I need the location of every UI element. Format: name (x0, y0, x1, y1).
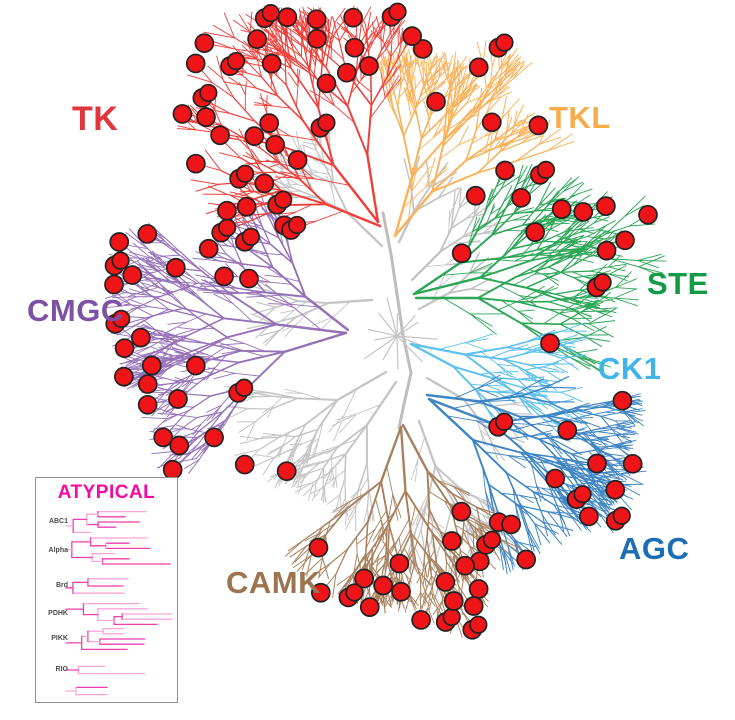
atypical-row-label-rio: RIO (55, 666, 68, 673)
kinase-markers (104, 2, 658, 640)
atypical-row-label-abc1: ABC1 (48, 518, 68, 525)
atypical-row-label-alpha: Alpha (48, 547, 68, 554)
atypical-row-label-brd: Brd (55, 582, 68, 589)
atypical-panel: ATYPICAL ABC1 Alpha Brd PDHK PIKK RIO (35, 477, 178, 703)
atypical-dendrograms (65, 510, 173, 696)
atypical-title: ATYPICAL (57, 482, 156, 503)
group-label-tkl: TKL (549, 100, 611, 135)
atypical-row-label-pdhk: PDHK (48, 610, 68, 617)
group-label-cmgc: CMGC (27, 293, 124, 328)
group-label-ck1: CK1 (598, 351, 662, 386)
group-label-tk: TK (72, 100, 119, 138)
group-label-agc: AGC (619, 531, 690, 566)
atypical-row-label-pikk: PIKK (51, 635, 68, 642)
group-label-camk: CAMK (226, 565, 321, 600)
group-label-ste: STE (647, 266, 709, 301)
tree-branches (103, 5, 667, 638)
